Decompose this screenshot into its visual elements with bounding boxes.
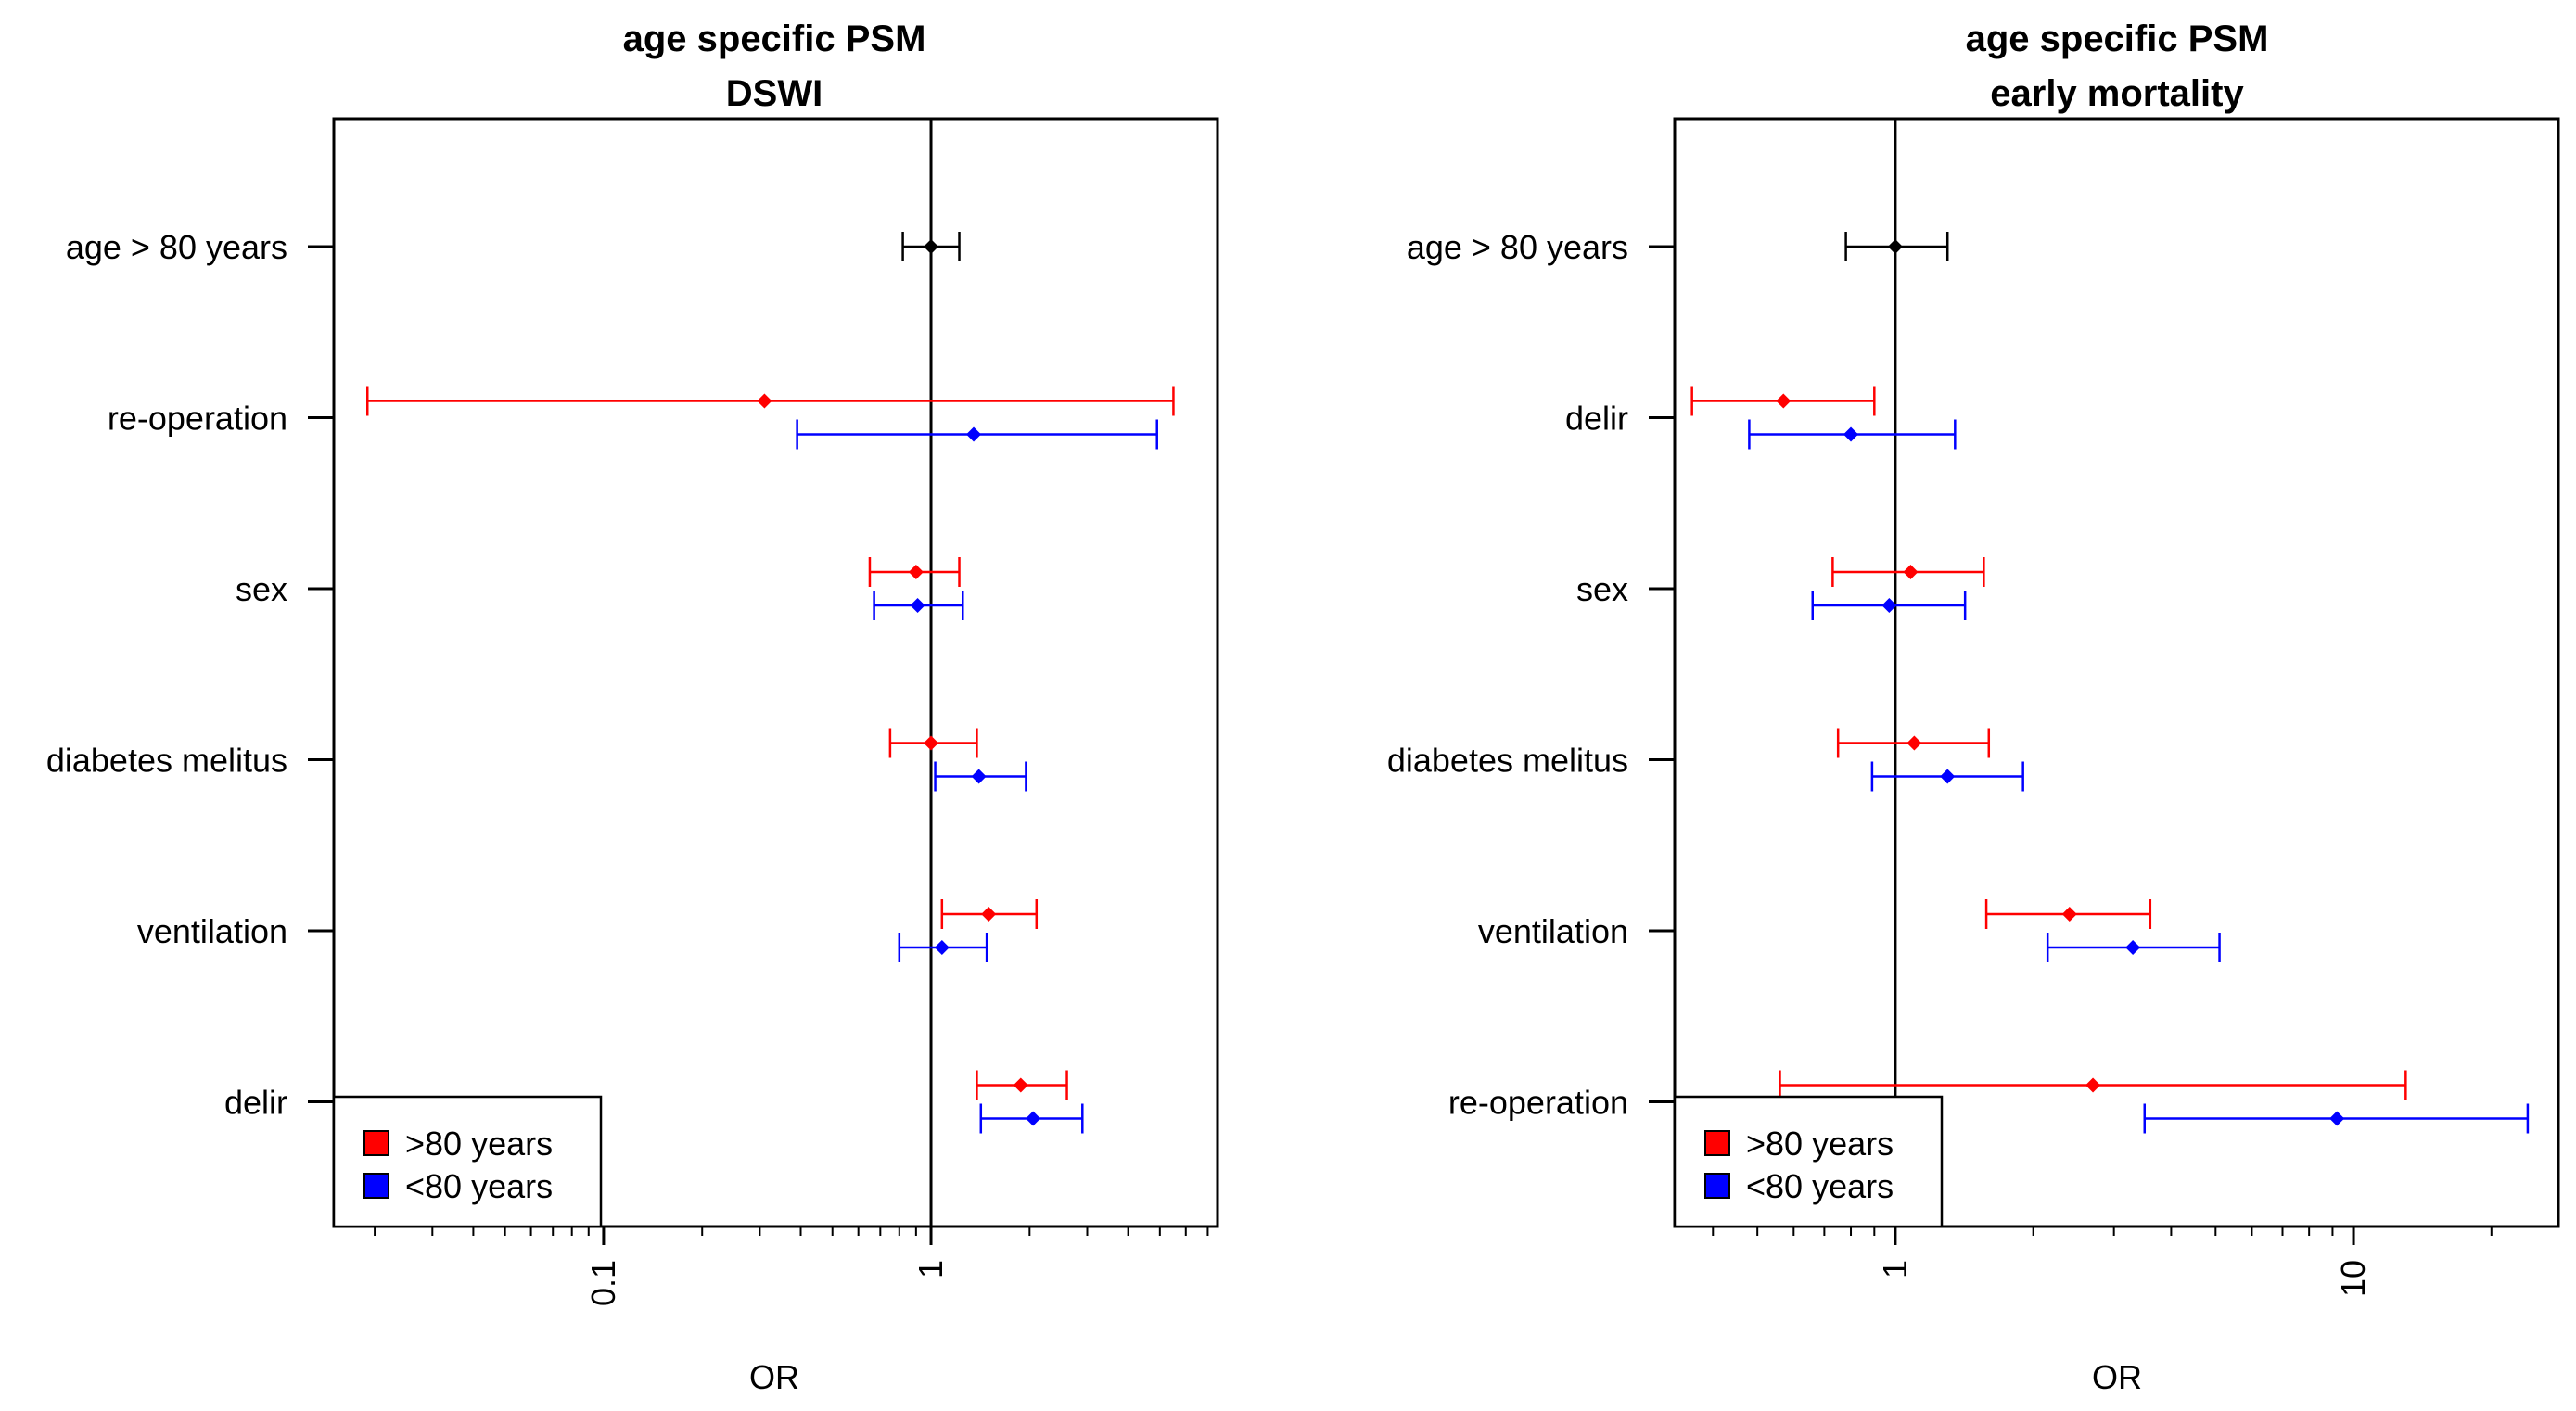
- dswi-age-80-years-reference-point-estimate: [924, 239, 939, 254]
- mortality-x-axis-label: OR: [2092, 1358, 2142, 1396]
- dswi-ventilation-over80-point-estimate: [981, 907, 997, 922]
- dswi-row-label-sex: sex: [236, 570, 287, 608]
- dswi-legend: >80 years <80 years: [332, 1095, 603, 1228]
- dswi-x-tick-label: 1: [912, 1260, 950, 1278]
- mortality-sex-over80-point-estimate: [1903, 565, 1919, 579]
- mortality-row-label-ventilation: ventilation: [1478, 912, 1628, 950]
- dswi-row-label-diabetes-melitus: diabetes melitus: [46, 742, 287, 780]
- mortality-plot-frame: [1673, 117, 2560, 1228]
- mortality-title-line-1: age specific PSM: [1966, 19, 2269, 59]
- dswi-title-line-1: age specific PSM: [623, 19, 926, 59]
- mortality-sex-under80-point-estimate: [1881, 598, 1897, 613]
- mortality-age-80-years-reference-point-estimate: [1887, 239, 1903, 254]
- dswi-legend-label-under80: <80 years: [405, 1167, 553, 1205]
- dswi-title-line-2: DSWI: [726, 73, 823, 114]
- mortality-row-label-re-operation: re-operation: [1448, 1084, 1628, 1122]
- mortality-x-tick-label: 1: [1876, 1260, 1914, 1278]
- dswi-plot-frame: [332, 117, 1219, 1228]
- dswi-data-layer: 0.1 1 age > 80 years re-operation sex diabete…: [46, 119, 1209, 1306]
- dswi-sex-over80-point-estimate: [908, 565, 924, 579]
- mortality-row-label-delir: delir: [1565, 400, 1628, 438]
- mortality-row-label-age-80-years: age > 80 years: [1407, 228, 1628, 266]
- dswi-forest-plot: age specific PSM DSWI OR 0.1 1 age > 80 ye…: [46, 19, 1219, 1396]
- dswi-diabetes-melitus-under80-point-estimate: [971, 769, 987, 784]
- mortality-title-line-2: early mortality: [1990, 73, 2244, 114]
- mortality-row-label-diabetes-melitus: diabetes melitus: [1387, 742, 1628, 780]
- mortality-legend-swatch-under80: [1704, 1173, 1730, 1199]
- mortality-ventilation-under80-point-estimate: [2125, 940, 2141, 955]
- mortality-diabetes-melitus-under80-point-estimate: [1940, 769, 1956, 784]
- dswi-row-label-delir: delir: [224, 1084, 287, 1122]
- mortality-re-operation-under80-point-estimate: [2329, 1111, 2345, 1126]
- mortality-delir-under80-point-estimate: [1843, 426, 1859, 442]
- dswi-delir-under80-point-estimate: [1026, 1111, 1041, 1126]
- mortality-legend: >80 years <80 years: [1673, 1095, 1944, 1228]
- early-mortality-forest-plot: age specific PSM early mortality OR 1 10 a…: [1387, 19, 2560, 1396]
- dswi-x-tick-label: 0.1: [584, 1260, 622, 1306]
- mortality-legend-label-under80: <80 years: [1746, 1167, 1894, 1205]
- dswi-legend-swatch-under80: [363, 1173, 389, 1199]
- mortality-row-label-sex: sex: [1576, 570, 1628, 608]
- dswi-row-label-ventilation: ventilation: [137, 912, 287, 950]
- dswi-row-label-age-80-years: age > 80 years: [66, 228, 287, 266]
- mortality-diabetes-melitus-over80-point-estimate: [1906, 735, 1922, 751]
- dswi-legend-box: [332, 1095, 603, 1228]
- mortality-legend-swatch-over80: [1704, 1130, 1730, 1156]
- mortality-data-layer: 1 10 age > 80 years delir sex diabetes melitu…: [1387, 119, 2530, 1297]
- dswi-delir-over80-point-estimate: [1013, 1077, 1028, 1093]
- mortality-delir-over80-point-estimate: [1776, 393, 1792, 409]
- dswi-re-operation-under80-point-estimate: [966, 426, 982, 442]
- dswi-ventilation-under80-point-estimate: [934, 940, 950, 955]
- mortality-legend-label-over80: >80 years: [1746, 1125, 1894, 1163]
- dswi-legend-swatch-over80: [363, 1130, 389, 1156]
- dswi-diabetes-melitus-over80-point-estimate: [924, 735, 939, 751]
- mortality-legend-box: [1673, 1095, 1944, 1228]
- dswi-x-axis-label: OR: [749, 1358, 799, 1396]
- dswi-row-label-re-operation: re-operation: [108, 400, 287, 438]
- mortality-re-operation-over80-point-estimate: [2085, 1077, 2101, 1093]
- dswi-sex-under80-point-estimate: [910, 598, 925, 613]
- mortality-x-tick-label: 10: [2334, 1260, 2372, 1297]
- dswi-legend-label-over80: >80 years: [405, 1125, 553, 1163]
- dswi-re-operation-over80-point-estimate: [757, 393, 772, 409]
- mortality-ventilation-over80-point-estimate: [2061, 907, 2077, 922]
